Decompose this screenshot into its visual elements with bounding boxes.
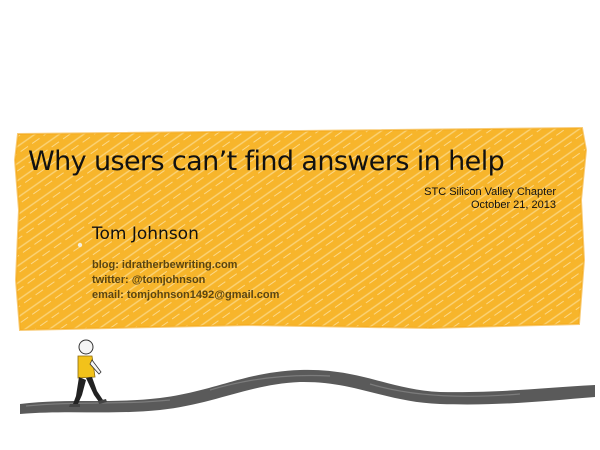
slide-title: Why users can’t find answers in help (28, 146, 505, 177)
event-date: October 21, 2013 (470, 199, 556, 211)
walking-figure (69, 339, 107, 407)
contact-list: blog: idratherbewriting.com twitter: @to… (92, 258, 279, 303)
event-info: STC Silicon Valley Chapter October 21, 2… (424, 186, 556, 212)
contact-blog: blog: idratherbewriting.com (92, 259, 238, 271)
contact-twitter: twitter: @tomjohnson (92, 274, 206, 286)
winding-road (20, 369, 595, 414)
bullet-dot (77, 242, 83, 248)
yellow-banner (13, 126, 588, 332)
event-organization: STC Silicon Valley Chapter (424, 186, 556, 198)
contact-email: email: tomjohnson1492@gmail.com (92, 289, 280, 301)
author-name: Tom Johnson (92, 224, 199, 244)
